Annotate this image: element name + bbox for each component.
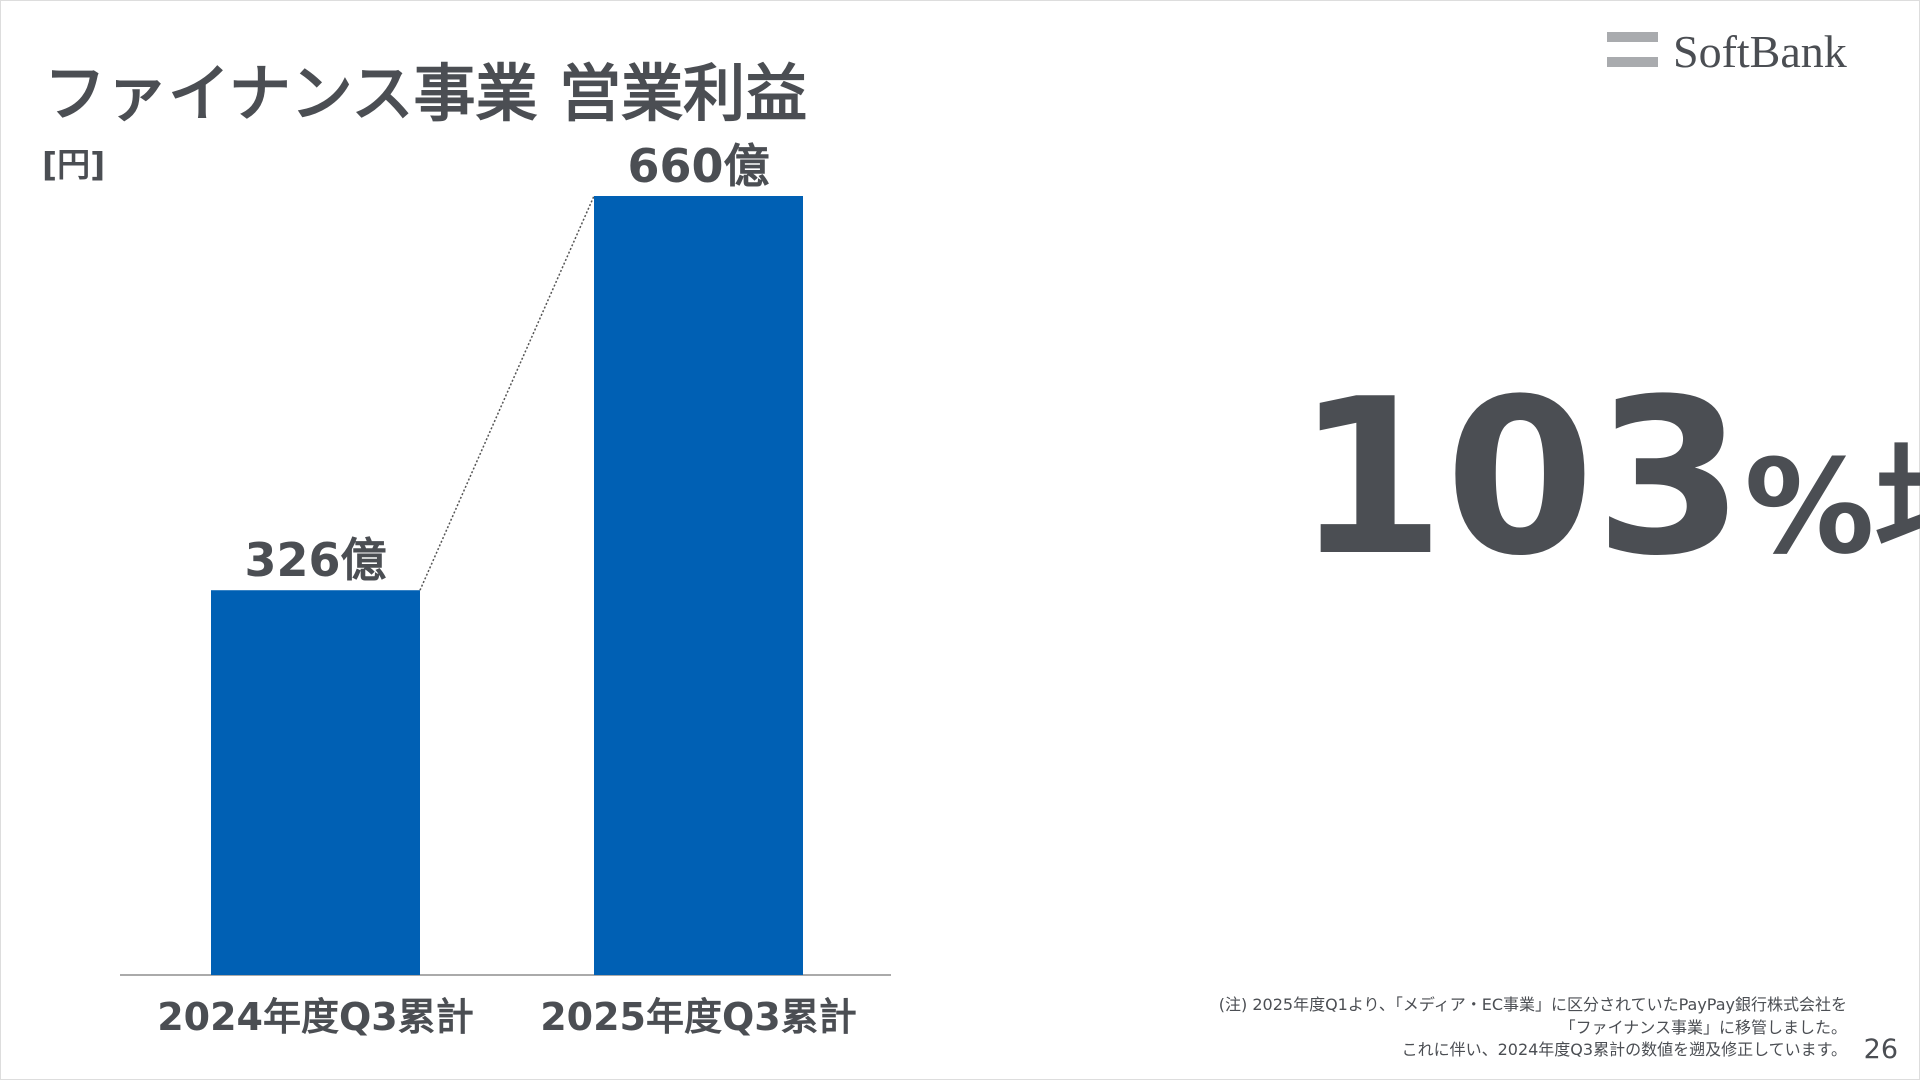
page-number: 26 — [1864, 1034, 1898, 1065]
chart-title: ファイナンス事業 営業利益 — [44, 57, 807, 130]
footnote: (注) 2025年度Q1より、「メディア・EC事業」に区分されていたPayPay… — [1219, 995, 1847, 1014]
x-tick-label: 2024年度Q3累計 — [157, 995, 474, 1039]
x-tick-label: 2025年度Q3累計 — [540, 995, 857, 1039]
bar — [211, 590, 420, 975]
logo: SoftBank — [1673, 26, 1847, 77]
value-label: 660億 — [627, 139, 769, 193]
footnote: これに伴い、2024年度Q3累計の数値を遡及修正しています。 — [1402, 1040, 1847, 1059]
value-label: 326億 — [244, 533, 386, 587]
logo-bar — [1607, 57, 1658, 67]
bar — [594, 196, 803, 975]
unit-label: [円] — [42, 145, 105, 184]
footnote: 「ファイナンス事業」に移管しました。 — [1560, 1018, 1847, 1037]
headline: 103%増益 — [1295, 352, 1920, 603]
logo-bar — [1607, 32, 1658, 42]
